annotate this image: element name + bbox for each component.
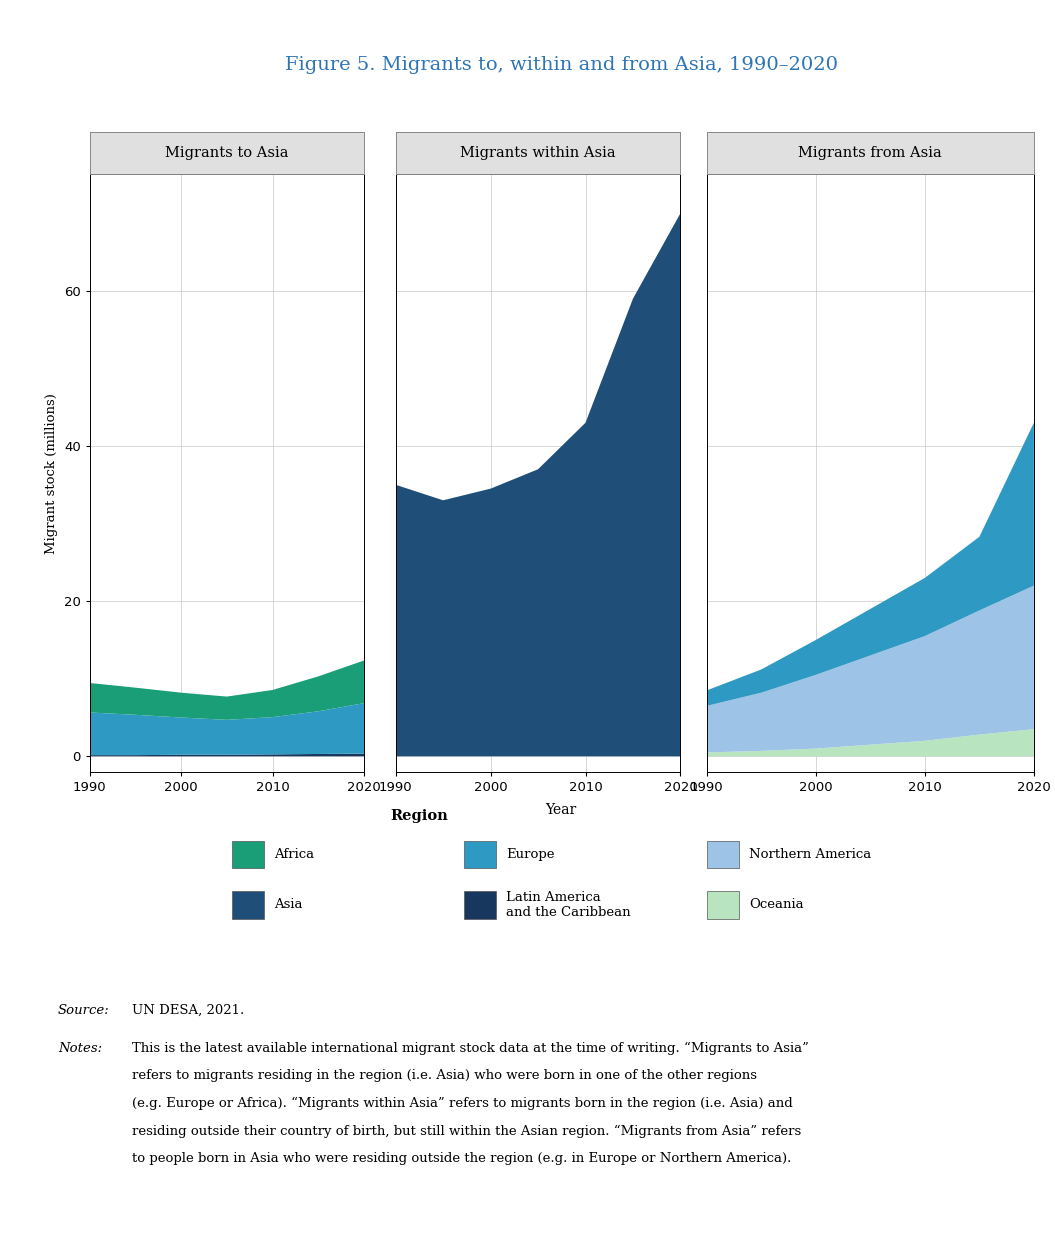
Text: Migrants to Asia: Migrants to Asia xyxy=(165,146,289,161)
Text: Northern America: Northern America xyxy=(749,848,871,861)
Text: UN DESA, 2021.: UN DESA, 2021. xyxy=(132,1004,244,1017)
Text: Region: Region xyxy=(390,809,448,823)
Text: Year: Year xyxy=(545,803,577,817)
Text: Figure 5. Migrants to, within and from Asia, 1990–2020: Figure 5. Migrants to, within and from A… xyxy=(285,56,838,74)
Text: Europe: Europe xyxy=(506,848,555,861)
Text: Notes:: Notes: xyxy=(58,1042,102,1054)
Text: Latin America
and the Caribbean: Latin America and the Caribbean xyxy=(506,891,631,919)
Text: Source:: Source: xyxy=(58,1004,110,1017)
Text: Oceania: Oceania xyxy=(749,899,804,911)
Text: refers to migrants residing in the region (i.e. Asia) who were born in one of th: refers to migrants residing in the regio… xyxy=(132,1069,756,1082)
Text: Africa: Africa xyxy=(274,848,314,861)
Text: Migrants from Asia: Migrants from Asia xyxy=(799,146,942,161)
Text: Migrants within Asia: Migrants within Asia xyxy=(460,146,616,161)
Text: to people born in Asia who were residing outside the region (e.g. in Europe or N: to people born in Asia who were residing… xyxy=(132,1152,791,1165)
Text: (e.g. Europe or Africa). “Migrants within Asia” refers to migrants born in the r: (e.g. Europe or Africa). “Migrants withi… xyxy=(132,1097,792,1111)
Text: This is the latest available international migrant stock data at the time of wri: This is the latest available internation… xyxy=(132,1042,809,1055)
Text: Asia: Asia xyxy=(274,899,303,911)
Y-axis label: Migrant stock (millions): Migrant stock (millions) xyxy=(45,393,58,553)
Text: residing outside their country of birth, but still within the Asian region. “Mig: residing outside their country of birth,… xyxy=(132,1124,801,1138)
